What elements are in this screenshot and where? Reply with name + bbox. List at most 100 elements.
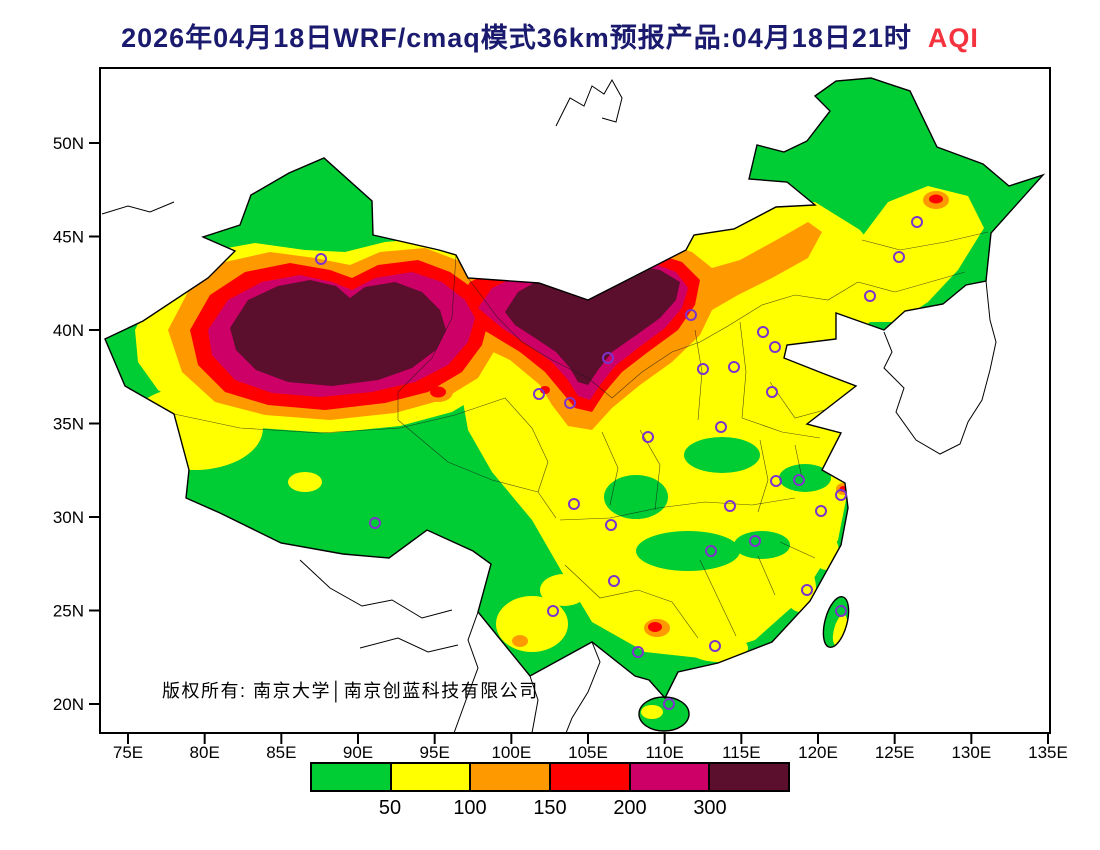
contour-moderate-zhejiang — [813, 534, 839, 570]
hainan-coastline — [638, 696, 690, 732]
contour-moderate-hainan — [641, 705, 663, 719]
colorbar-cell-good — [312, 764, 390, 790]
aqi-colorbar — [310, 762, 790, 792]
unhealthy-spot-south — [648, 622, 662, 632]
korea-coastline — [883, 280, 997, 455]
contour-moderate-qinghai — [484, 414, 536, 470]
city-marker — [608, 575, 620, 587]
good-patch-henan — [684, 437, 760, 473]
lat-label: 35N — [53, 415, 84, 434]
contour-moderate-fujian — [784, 564, 816, 612]
city-marker — [547, 605, 559, 617]
city-marker — [757, 326, 769, 338]
lon-label: 85E — [266, 743, 296, 762]
lon-label: 120E — [798, 743, 838, 762]
city-marker — [705, 545, 717, 557]
city-marker — [815, 505, 827, 517]
city-marker — [801, 584, 813, 596]
city-marker — [715, 421, 727, 433]
colorbar-cell-hazardous — [708, 764, 789, 790]
page-title: 2026年04月18日WRF/cmaq模式36km预报产品:04月18日21时 A… — [0, 16, 1100, 55]
usg-spot-yunnan — [512, 635, 528, 647]
unhealthy-spot-northeast — [929, 194, 943, 204]
city-marker — [632, 646, 644, 658]
contours-hazardous — [230, 264, 680, 386]
contours-good-patches — [604, 437, 831, 571]
west-border-line — [101, 201, 175, 215]
copyright-text: 版权所有: 南京大学│南京创蓝科技有限公司 — [162, 680, 539, 703]
contour-hazardous-gobi — [505, 264, 680, 385]
colorbar-cell-unhealthy — [549, 764, 629, 790]
foreign-boundaries — [101, 78, 997, 733]
province-boundary — [564, 541, 816, 639]
china-outline — [104, 77, 1046, 732]
city-marker — [835, 605, 847, 617]
city-marker — [893, 251, 905, 263]
contour-moderate-tibet-spot — [288, 472, 322, 492]
lon-label: 135E — [1028, 743, 1068, 762]
city-marker — [663, 698, 675, 710]
colorbar-cell-usg — [469, 764, 550, 790]
colorbar-label: 100 — [453, 797, 487, 819]
city-marker — [770, 475, 782, 487]
province-boundary — [173, 254, 557, 519]
city-marker — [709, 640, 721, 652]
city-marker — [369, 517, 381, 529]
axis-ticks: 50N 45N 40N 35N 30N 25N 20N 75E 80E 85E 90E 95E 100E… — [53, 134, 1068, 762]
lat-label: 45N — [53, 228, 84, 247]
lat-label: 25N — [53, 602, 84, 621]
province-boundary — [694, 321, 833, 513]
taiwan-coastline — [822, 596, 850, 648]
lon-label: 110E — [645, 743, 683, 762]
good-patch-jiangsu — [779, 464, 831, 492]
good-patch-jiangxi — [734, 531, 790, 559]
city-markers — [315, 216, 923, 710]
city-marker — [864, 290, 876, 302]
lat-label: 30N — [53, 508, 84, 527]
plot-frame — [99, 67, 1051, 734]
map-content: 版权所有: 南京大学│南京创蓝科技有限公司 — [101, 77, 1046, 733]
lon-label: 105E — [568, 743, 608, 762]
lat-label: 40N — [53, 321, 84, 340]
colorbar-cell-very-unhealthy — [628, 764, 709, 790]
colorbar-labels: 50 100 150 200 300 — [310, 797, 790, 821]
good-patch-sichuan — [604, 475, 668, 519]
city-marker — [642, 431, 654, 443]
city-marker — [793, 474, 805, 486]
good-patch-hunan — [636, 531, 740, 571]
lon-label: 100E — [491, 743, 531, 762]
colorbar-label: 300 — [693, 797, 727, 819]
colorbar-label: 200 — [613, 797, 647, 819]
city-marker — [533, 388, 545, 400]
lon-label: 130E — [951, 743, 991, 762]
aqi-contour-field — [105, 78, 1043, 731]
contour-moderate-yunnan2 — [540, 574, 588, 606]
china-border — [104, 77, 1046, 700]
lat-label: 20N — [53, 695, 84, 714]
colorbar-cell-moderate — [389, 764, 470, 790]
contour-moderate-guangdong2 — [682, 612, 718, 632]
contour-moderate-guangdong — [688, 634, 748, 662]
province-boundaries — [173, 231, 989, 639]
city-marker — [724, 500, 736, 512]
lon-label: 90E — [343, 743, 373, 762]
city-marker — [766, 386, 778, 398]
city-marker — [568, 498, 580, 510]
title-text: 2026年04月18日WRF/cmaq模式36km预报产品:04月18日21时 — [121, 23, 912, 53]
lon-label: 75E — [113, 743, 143, 762]
city-marker — [605, 519, 617, 531]
contour-moderate-northeast — [850, 186, 984, 322]
city-marker — [769, 341, 781, 353]
title-aqi-label: AQI — [927, 23, 979, 53]
city-marker — [728, 361, 740, 373]
city-marker — [564, 397, 576, 409]
unhealthy-spot-gansu — [540, 386, 550, 394]
city-marker — [697, 363, 709, 375]
colorbar-label: 150 — [533, 797, 567, 819]
lon-label: 115E — [722, 743, 760, 762]
city-marker — [749, 535, 761, 547]
province-boundary — [467, 231, 989, 399]
city-marker — [685, 309, 697, 321]
unhealthy-spot-qaidam — [430, 386, 446, 398]
